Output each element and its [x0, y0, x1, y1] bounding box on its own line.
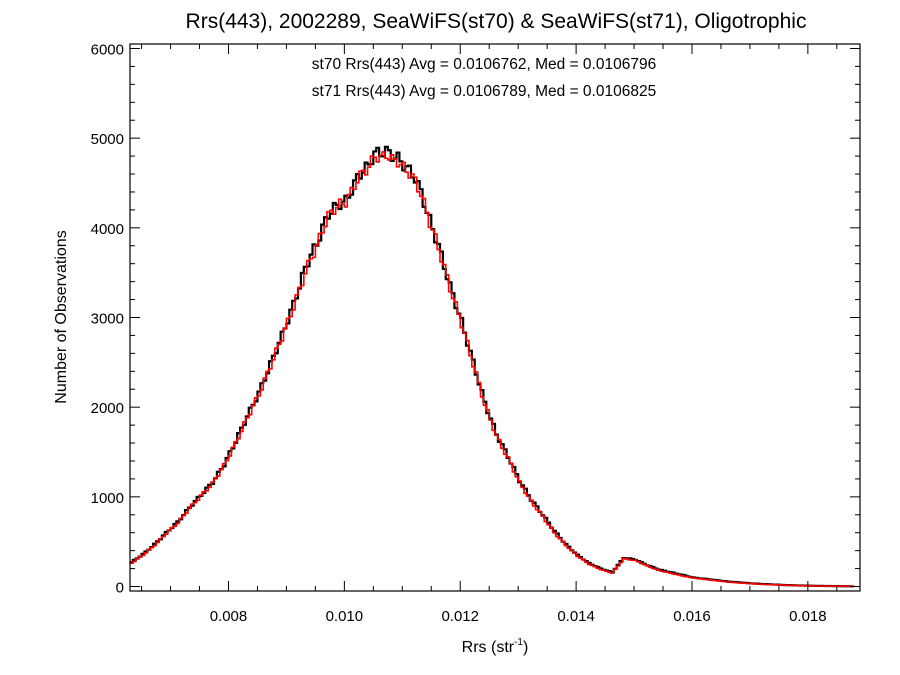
plot-series [130, 145, 855, 588]
y-tick-label: 1000 [91, 490, 124, 507]
x-tick-label: 0.018 [789, 608, 827, 625]
y-tick-label: 3000 [91, 311, 124, 328]
y-axis-label: Number of Observations [53, 230, 70, 403]
y-tick-label: 6000 [91, 41, 124, 58]
x-tick-label: 0.010 [326, 608, 364, 625]
st70-annotation: st70 Rrs(443) Avg = 0.0106762, Med = 0.0… [312, 56, 656, 73]
chart-title: Rrs(443), 2002289, SeaWiFS(st70) & SeaWi… [186, 10, 807, 33]
x-tick-label: 0.012 [441, 608, 479, 625]
series-st71-line [130, 151, 855, 588]
y-tick-label: 5000 [91, 131, 124, 148]
y-tick-label: 0 [116, 580, 124, 597]
axis-ticks: 0.008 0.010 0.012 0.014 0.016 0.018 0 1000 2000 3… [91, 41, 860, 625]
x-tick-label: 0.008 [210, 608, 248, 625]
y-tick-label: 4000 [91, 221, 124, 238]
x-tick-label: 0.016 [673, 608, 711, 625]
x-tick-label: 0.014 [557, 608, 595, 625]
x-axis-label: Rrs (str-1) [462, 637, 529, 656]
st71-annotation: st71 Rrs(443) Avg = 0.0106789, Med = 0.0… [312, 83, 656, 100]
series-st70-line [130, 145, 855, 588]
plot-frame [129, 43, 861, 592]
y-tick-label: 2000 [91, 400, 124, 417]
